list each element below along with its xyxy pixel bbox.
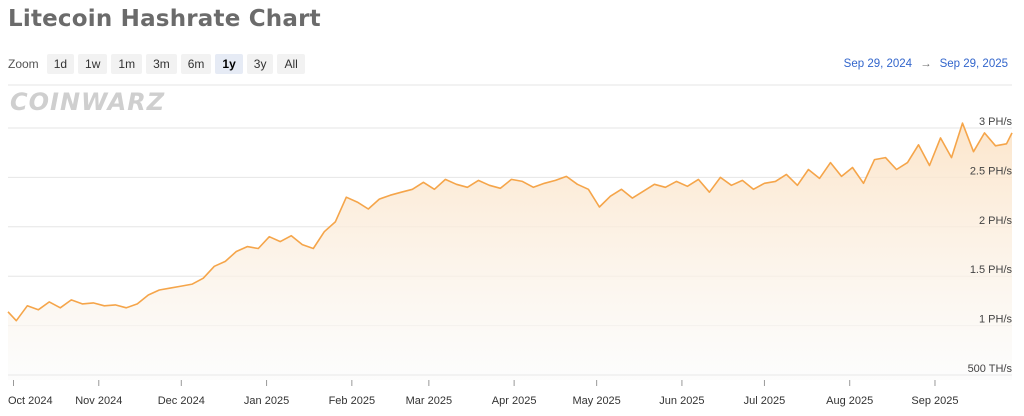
range-arrow: → bbox=[920, 58, 932, 70]
range-from-date[interactable]: Sep 29, 2024 bbox=[843, 58, 913, 70]
y-tick-label: 500 TH/s bbox=[968, 363, 1013, 375]
zoom-1d-button[interactable]: 1d bbox=[46, 54, 75, 74]
zoom-1y-button[interactable]: 1y bbox=[215, 54, 243, 74]
x-tick-label: May 2025 bbox=[572, 395, 620, 407]
hashrate-line bbox=[7, 122, 1013, 322]
x-tick-label: Mar 2025 bbox=[406, 395, 452, 407]
zoom-3m-button[interactable]: 3m bbox=[146, 54, 177, 74]
x-tick-label: Jan 2025 bbox=[244, 395, 289, 407]
range-to-date[interactable]: Sep 29, 2025 bbox=[939, 58, 1008, 70]
y-tick-label: 2 PH/s bbox=[979, 215, 1013, 227]
x-axis-ticks: Oct 2024 Nov 2024 Dec 2024 Jan 2025 Feb 2025… bbox=[8, 380, 959, 407]
y-tick-label: 1.5 PH/s bbox=[970, 264, 1013, 276]
page-title: Litecoin Hashrate Chart bbox=[8, 6, 321, 32]
x-tick-label: Apr 2025 bbox=[492, 395, 537, 407]
zoom-all-button[interactable]: All bbox=[277, 54, 305, 74]
zoom-label: Zoom bbox=[8, 57, 39, 71]
x-tick-label: Nov 2024 bbox=[75, 395, 122, 407]
x-tick-label: Dec 2024 bbox=[158, 395, 205, 407]
zoom-1m-button[interactable]: 1m bbox=[111, 54, 143, 74]
zoom-6m-button[interactable]: 6m bbox=[180, 54, 212, 74]
y-tick-label: 2.5 PH/s bbox=[970, 165, 1013, 177]
zoom-controls: Zoom 1d 1w 1m 3m 6m 1y 3y All bbox=[8, 54, 305, 74]
x-tick-label: Aug 2025 bbox=[826, 395, 873, 407]
y-tick-label: 1 PH/s bbox=[979, 314, 1013, 326]
coinwarz-logo: COINWARZ bbox=[10, 88, 166, 116]
x-tick-label: Oct 2024 bbox=[8, 395, 53, 407]
date-range: Sep 29, 2024 → Sep 29, 2025 bbox=[844, 58, 1008, 70]
zoom-3y-button[interactable]: 3y bbox=[246, 54, 274, 74]
x-tick-label: Jul 2025 bbox=[744, 395, 786, 407]
x-tick-label: Jun 2025 bbox=[659, 395, 704, 407]
x-tick-label: Feb 2025 bbox=[329, 395, 375, 407]
zoom-1w-button[interactable]: 1w bbox=[78, 54, 108, 74]
x-tick-label: Sep 2025 bbox=[911, 395, 958, 407]
hashrate-area bbox=[8, 123, 1012, 380]
y-tick-label: 3 PH/s bbox=[979, 116, 1013, 128]
y-axis-ticks: 500 TH/s 1 PH/s 1.5 PH/s 2 PH/s 2.5 PH/s 3 PH… bbox=[968, 116, 1013, 375]
